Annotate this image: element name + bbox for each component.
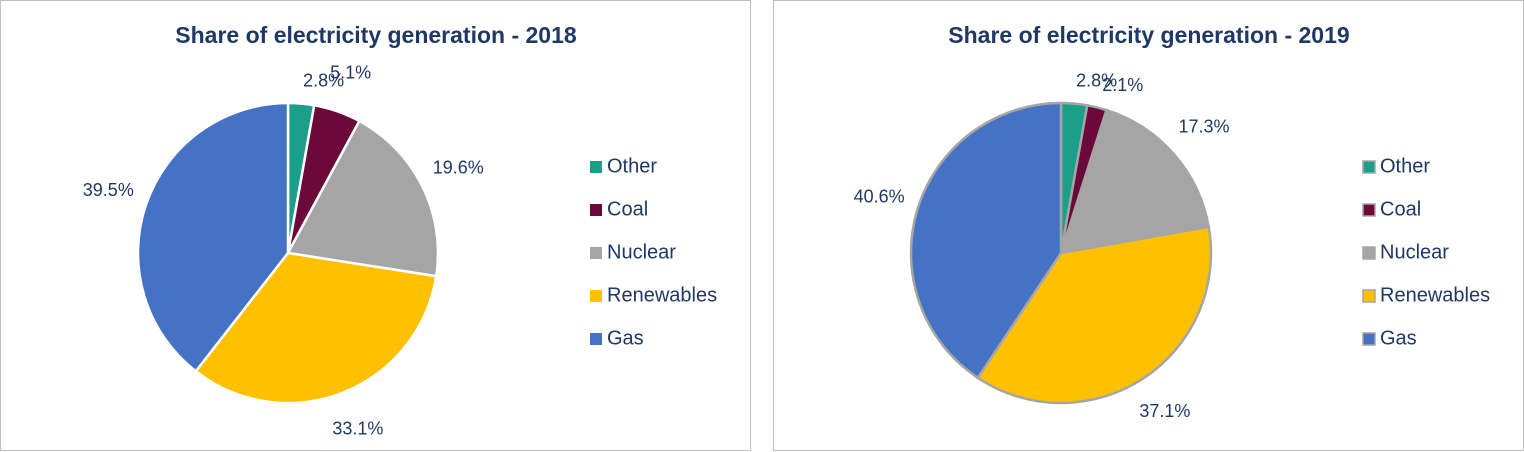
data-label: 17.3% [1178,117,1229,137]
data-label: 2.8% [1076,70,1117,90]
legend-label: Renewables [607,284,717,306]
legend-label: Other [607,155,657,177]
chart-title: Share of electricity generation - 2019 [948,22,1349,48]
legend-label: Gas [1380,327,1417,349]
legend-swatch [1362,332,1376,346]
legend-label: Nuclear [1380,241,1449,263]
legend-swatch [1362,289,1376,303]
legend-label: Coal [1380,198,1421,220]
data-label: 37.1% [1139,401,1190,421]
data-label: 33.1% [332,418,383,438]
legend-label: Coal [607,198,648,220]
pie-slice [136,101,290,374]
data-label: 5.1% [330,62,371,82]
legend-label: Other [1380,155,1430,177]
legend-label: Nuclear [607,241,676,263]
legend-label: Gas [607,327,644,349]
legend-swatch [1362,246,1376,260]
chart-title: Share of electricity generation - 2018 [175,22,577,48]
legend-swatch [590,290,602,302]
pie-slice [909,101,1063,380]
data-label: 40.6% [854,187,905,207]
legend-swatch [1362,160,1376,174]
legend-swatch [590,247,602,259]
pie-slice [194,251,438,405]
data-label: 2.8% [303,70,344,90]
legend-swatch [590,204,602,216]
pie-slice [286,119,440,278]
legend-swatch [590,333,602,345]
data-label: 39.5% [83,180,134,200]
data-label: 2.1% [1102,75,1143,95]
data-label: 19.6% [433,157,484,177]
pie-slice [976,225,1213,405]
legend-swatch [590,161,602,173]
pie-slice [1059,108,1211,255]
legend-label: Renewables [1380,284,1490,306]
legend-swatch [1362,203,1376,217]
